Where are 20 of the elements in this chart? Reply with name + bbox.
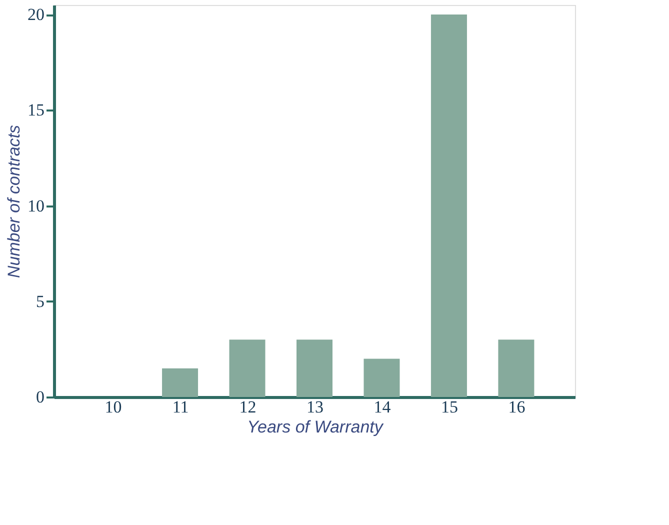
bar xyxy=(498,340,534,397)
y-tick-label: 10 xyxy=(28,196,44,216)
bar xyxy=(364,358,400,397)
y-tick-label: 5 xyxy=(36,292,44,311)
x-tick-label: 14 xyxy=(374,398,392,416)
x-tick-label: 16 xyxy=(508,398,526,416)
bar xyxy=(229,340,266,397)
bar xyxy=(162,368,198,397)
y-tick-label: 20 xyxy=(28,5,44,24)
bar xyxy=(296,340,332,397)
x-tick-label: 12 xyxy=(239,398,256,416)
x-axis-title: Years of Warranty xyxy=(247,418,384,436)
y-tick-label: 15 xyxy=(28,100,44,120)
y-tick-label: 0 xyxy=(36,388,44,406)
y-axis-title: Number of contracts xyxy=(4,124,24,278)
x-tick-label: 15 xyxy=(440,398,458,416)
x-tick-label: 11 xyxy=(172,398,189,416)
bar xyxy=(430,14,467,397)
x-tick-label: 13 xyxy=(306,398,324,416)
x-tick-label: 10 xyxy=(104,398,122,416)
